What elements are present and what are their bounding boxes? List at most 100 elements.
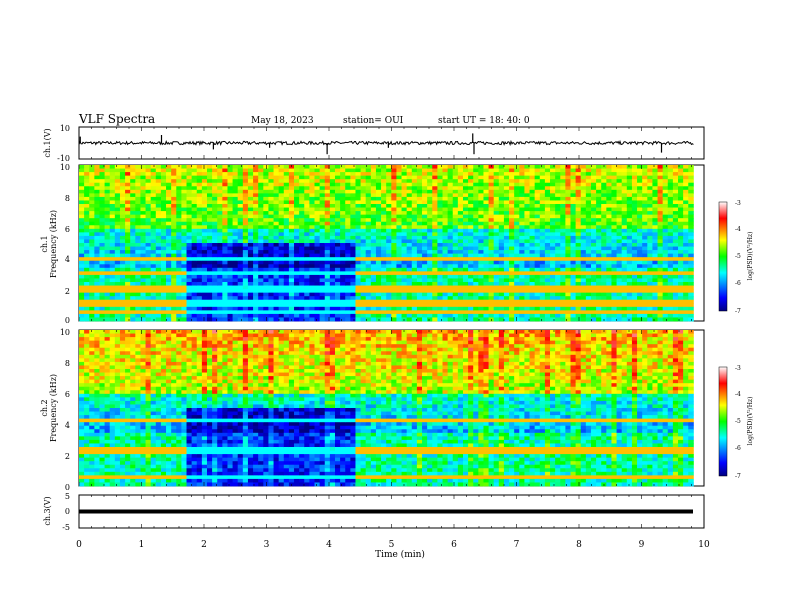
spectrogram-cell bbox=[176, 239, 182, 244]
spectrogram-cell bbox=[637, 235, 643, 240]
spectrogram-cell bbox=[201, 218, 208, 223]
spectrogram-cell bbox=[212, 211, 218, 216]
spectrogram-cell bbox=[324, 274, 331, 279]
spectrogram-cell bbox=[135, 172, 141, 177]
spectrogram-cell bbox=[227, 165, 233, 169]
spectrogram-cell bbox=[181, 225, 187, 230]
spectrogram-cell bbox=[370, 235, 377, 240]
spectrogram-cell bbox=[524, 310, 530, 315]
spectrogram-cell bbox=[237, 204, 244, 208]
spectrogram-cell bbox=[391, 214, 397, 219]
spectrogram-cell bbox=[457, 225, 464, 230]
spectrogram-cell bbox=[360, 250, 367, 255]
spectrogram-cell bbox=[171, 221, 177, 226]
spectrogram-cell bbox=[145, 182, 152, 187]
spectrogram-cell bbox=[360, 296, 367, 301]
spectrogram-cell bbox=[140, 182, 146, 187]
spectrogram-cell bbox=[253, 168, 259, 173]
spectrogram-cell bbox=[498, 264, 505, 269]
spectrogram-cell bbox=[145, 189, 152, 194]
spectrogram-cell bbox=[360, 211, 367, 216]
spectrogram-cell bbox=[647, 299, 653, 304]
spectrogram-cell bbox=[217, 182, 223, 187]
spectrogram-cell bbox=[519, 278, 525, 283]
spectrogram-cell bbox=[437, 193, 443, 198]
spectrogram-cell bbox=[309, 218, 315, 223]
spectrogram-cell bbox=[575, 172, 582, 177]
spectrogram-cell bbox=[534, 179, 541, 184]
spectrogram-cell bbox=[580, 186, 587, 191]
spectrogram-cell bbox=[206, 292, 213, 297]
spectrogram-cell bbox=[294, 310, 300, 315]
spectrogram-cell bbox=[217, 282, 223, 286]
spectrogram-cell bbox=[314, 264, 321, 269]
spectrogram-cell bbox=[145, 168, 152, 173]
spectrogram-cell bbox=[155, 193, 162, 198]
spectrogram-cell bbox=[437, 214, 443, 219]
spectrogram-cell bbox=[345, 289, 351, 294]
spectrogram-cell bbox=[222, 228, 228, 233]
spectrogram-cell bbox=[452, 228, 459, 233]
spectrogram-cell bbox=[247, 172, 254, 177]
spectrogram-cell bbox=[155, 235, 162, 240]
spectrogram-cell bbox=[268, 228, 274, 233]
spectrogram-cell bbox=[283, 165, 290, 169]
spectrogram-cell bbox=[99, 186, 105, 191]
spectrogram-cell bbox=[247, 246, 254, 251]
spectrogram-cell bbox=[212, 317, 218, 322]
spectrogram-cell bbox=[539, 306, 546, 311]
spectrogram-cell bbox=[314, 214, 321, 219]
spectrogram-cell bbox=[611, 204, 617, 208]
spectrogram-cell bbox=[217, 204, 223, 208]
spectrogram-cell bbox=[278, 211, 285, 216]
spectrogram-cell bbox=[84, 317, 90, 322]
spectrogram-cell bbox=[642, 289, 648, 294]
spectrogram-cell bbox=[529, 182, 536, 187]
spectrogram-cell bbox=[375, 218, 382, 223]
spectrogram-cell bbox=[171, 243, 177, 247]
spectrogram-cell bbox=[550, 289, 556, 294]
spectrogram-cell bbox=[411, 193, 418, 198]
spectrogram-cell bbox=[427, 253, 433, 258]
spectrogram-cell bbox=[534, 243, 541, 247]
spectrogram-cell bbox=[416, 303, 423, 308]
spectrogram-cell bbox=[114, 260, 121, 265]
spectrogram-cell bbox=[114, 310, 121, 315]
spectrogram-cell bbox=[268, 214, 274, 219]
spectrogram-cell bbox=[483, 204, 489, 208]
spectrogram-cell bbox=[84, 271, 90, 276]
spectrogram-cell bbox=[237, 214, 244, 219]
spectrogram-cell bbox=[457, 218, 464, 223]
spectrogram-cell bbox=[457, 313, 464, 318]
spectrogram-cell bbox=[350, 239, 356, 244]
spectrogram-cell bbox=[406, 296, 413, 301]
spectrogram-cell bbox=[99, 260, 105, 265]
spectrogram-cell bbox=[324, 239, 331, 244]
spectrogram-cell bbox=[601, 172, 607, 177]
spectrogram-cell bbox=[529, 214, 536, 219]
spectrogram-cell bbox=[519, 200, 525, 205]
spectrogram-cell bbox=[411, 299, 418, 304]
spectrogram-cell bbox=[396, 186, 402, 191]
spectrogram-cell bbox=[560, 221, 566, 226]
spectrogram-cell bbox=[145, 172, 152, 177]
spectrogram-cell bbox=[278, 313, 285, 318]
spectrogram-cell bbox=[294, 267, 300, 272]
spectrogram-cell bbox=[519, 218, 525, 223]
spectrogram-cell bbox=[340, 172, 346, 177]
spectrogram-cell bbox=[503, 299, 510, 304]
spectrogram-cell bbox=[253, 214, 259, 219]
spectrogram-cell bbox=[555, 168, 561, 173]
spectrogram-cell bbox=[201, 296, 208, 301]
spectrogram-cell bbox=[642, 303, 648, 308]
spectrogram-cell bbox=[263, 200, 269, 205]
spectrogram-cell bbox=[457, 200, 464, 205]
spectrogram-cell bbox=[652, 303, 658, 308]
spectrogram-cell bbox=[288, 250, 295, 255]
spectrogram-cell bbox=[150, 296, 157, 301]
spectrogram-cell bbox=[288, 228, 295, 233]
spectrogram-cell bbox=[217, 246, 223, 251]
spectrogram-cell bbox=[334, 175, 341, 180]
spectrogram-cell bbox=[386, 193, 392, 198]
spectrogram-cell bbox=[514, 221, 520, 226]
